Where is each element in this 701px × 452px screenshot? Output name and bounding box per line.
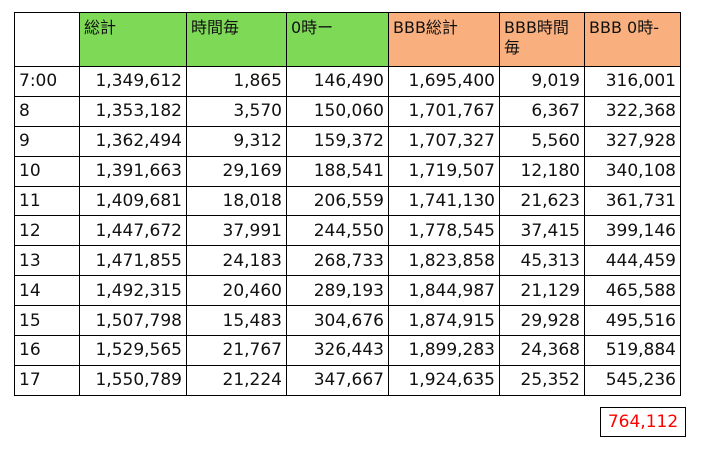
table-cell[interactable]: 159,372 <box>286 125 389 157</box>
table-cell[interactable]: 316,001 <box>584 66 681 97</box>
table-cell[interactable]: 9,312 <box>186 125 287 157</box>
header-cell-bbb-hourly[interactable]: BBB時間毎 <box>499 12 585 67</box>
table-cell[interactable]: 1,874,915 <box>388 305 500 337</box>
table-row: 11 1,409,681 18,018 206,559 1,741,130 21,623 3… <box>14 185 681 217</box>
table-cell[interactable]: 21,224 <box>186 364 287 396</box>
row-label-cell[interactable]: 8 <box>14 95 80 127</box>
table-cell[interactable]: 1,695,400 <box>388 66 500 97</box>
table-cell[interactable]: 1,844,987 <box>388 275 500 307</box>
header-cell-hourly[interactable]: 時間毎 <box>186 12 287 67</box>
table-row: 9 1,362,494 9,312 159,372 1,707,327 5,560 327,… <box>14 125 681 157</box>
table-cell[interactable]: 1,719,507 <box>388 155 500 187</box>
row-label-cell[interactable]: 15 <box>14 305 80 337</box>
table-row: 17 1,550,789 21,224 347,667 1,924,635 25,352 5… <box>14 364 681 396</box>
table-cell[interactable]: 1,823,858 <box>388 245 500 277</box>
table-cell[interactable]: 361,731 <box>584 185 681 217</box>
table-cell[interactable]: 9,019 <box>499 66 585 97</box>
row-label-cell[interactable]: 16 <box>14 335 80 366</box>
row-label-cell[interactable]: 9 <box>14 125 80 157</box>
table-cell[interactable]: 1,447,672 <box>79 215 187 247</box>
row-label-cell[interactable]: 10 <box>14 155 80 187</box>
table-row: 15 1,507,798 15,483 304,676 1,874,915 29,928 4… <box>14 305 681 337</box>
data-table: 総計 時間毎 0時ー BBB総計 BBB時間毎 BBB 0時- 7:00 1,34… <box>14 12 681 396</box>
table-row: 13 1,471,855 24,183 268,733 1,823,858 45,313 4… <box>14 245 681 277</box>
table-cell[interactable]: 1,529,565 <box>79 335 187 366</box>
table-cell[interactable]: 1,471,855 <box>79 245 187 277</box>
table-cell[interactable]: 12,180 <box>499 155 585 187</box>
row-label-cell[interactable]: 14 <box>14 275 80 307</box>
table-cell[interactable]: 1,492,315 <box>79 275 187 307</box>
table-cell[interactable]: 1,362,494 <box>79 125 187 157</box>
row-label-cell[interactable]: 13 <box>14 245 80 277</box>
header-cell-since-midnight[interactable]: 0時ー <box>286 12 389 67</box>
row-label-cell[interactable]: 12 <box>14 215 80 247</box>
table-cell[interactable]: 327,928 <box>584 125 681 157</box>
table-cell[interactable]: 326,443 <box>286 335 389 366</box>
table-cell[interactable]: 1,550,789 <box>79 364 187 396</box>
total-cell[interactable]: 764,112 <box>600 407 686 437</box>
table-cell[interactable]: 304,676 <box>286 305 389 337</box>
table-cell[interactable]: 1,391,663 <box>79 155 187 187</box>
header-cell-corner[interactable] <box>14 12 80 67</box>
table-cell[interactable]: 146,490 <box>286 66 389 97</box>
table-cell[interactable]: 5,560 <box>499 125 585 157</box>
table-cell[interactable]: 15,483 <box>186 305 287 337</box>
table-cell[interactable]: 545,236 <box>584 364 681 396</box>
table-cell[interactable]: 1,353,182 <box>79 95 187 127</box>
table-row: 14 1,492,315 20,460 289,193 1,844,987 21,129 4… <box>14 275 681 307</box>
table-cell[interactable]: 3,570 <box>186 95 287 127</box>
table-cell[interactable]: 1,409,681 <box>79 185 187 217</box>
table-cell[interactable]: 29,169 <box>186 155 287 187</box>
header-cell-total[interactable]: 総計 <box>79 12 187 67</box>
table-cell[interactable]: 188,541 <box>286 155 389 187</box>
table-cell[interactable]: 1,741,130 <box>388 185 500 217</box>
table-cell[interactable]: 399,146 <box>584 215 681 247</box>
table-cell[interactable]: 1,707,327 <box>388 125 500 157</box>
table-row: 10 1,391,663 29,169 188,541 1,719,507 12,180 3… <box>14 155 681 187</box>
row-label-cell[interactable]: 7:00 <box>14 66 80 97</box>
table-cell[interactable]: 21,129 <box>499 275 585 307</box>
table-cell[interactable]: 206,559 <box>286 185 389 217</box>
table-cell[interactable]: 519,884 <box>584 335 681 366</box>
row-label-cell[interactable]: 17 <box>14 364 80 396</box>
table-cell[interactable]: 1,701,767 <box>388 95 500 127</box>
table-row: 12 1,447,672 37,991 244,550 1,778,545 37,415 3… <box>14 215 681 247</box>
row-label-cell[interactable]: 11 <box>14 185 80 217</box>
table-cell[interactable]: 444,459 <box>584 245 681 277</box>
table-cell[interactable]: 37,991 <box>186 215 287 247</box>
table-cell[interactable]: 24,368 <box>499 335 585 366</box>
table-cell[interactable]: 268,733 <box>286 245 389 277</box>
table-cell[interactable]: 1,349,612 <box>79 66 187 97</box>
table-cell[interactable]: 20,460 <box>186 275 287 307</box>
table-cell[interactable]: 21,623 <box>499 185 585 217</box>
table-cell[interactable]: 495,516 <box>584 305 681 337</box>
table-cell[interactable]: 1,507,798 <box>79 305 187 337</box>
header-cell-bbb-since-midnight[interactable]: BBB 0時- <box>584 12 681 67</box>
table-cell[interactable]: 322,368 <box>584 95 681 127</box>
table-row: 7:00 1,349,612 1,865 146,490 1,695,400 9,019 3… <box>14 66 681 97</box>
table-cell[interactable]: 24,183 <box>186 245 287 277</box>
table-cell[interactable]: 244,550 <box>286 215 389 247</box>
table-cell[interactable]: 1,899,283 <box>388 335 500 366</box>
table-cell[interactable]: 465,588 <box>584 275 681 307</box>
table-cell[interactable]: 1,778,545 <box>388 215 500 247</box>
table-cell[interactable]: 29,928 <box>499 305 585 337</box>
table-row: 8 1,353,182 3,570 150,060 1,701,767 6,367 322,… <box>14 95 681 127</box>
table-cell[interactable]: 150,060 <box>286 95 389 127</box>
table-cell[interactable]: 45,313 <box>499 245 585 277</box>
table-cell[interactable]: 1,924,635 <box>388 364 500 396</box>
table-cell[interactable]: 18,018 <box>186 185 287 217</box>
table-cell[interactable]: 1,865 <box>186 66 287 97</box>
table-cell[interactable]: 289,193 <box>286 275 389 307</box>
table-cell[interactable]: 340,108 <box>584 155 681 187</box>
header-row: 総計 時間毎 0時ー BBB総計 BBB時間毎 BBB 0時- <box>14 12 681 67</box>
table-cell[interactable]: 37,415 <box>499 215 585 247</box>
header-cell-bbb-total[interactable]: BBB総計 <box>388 12 500 67</box>
table-cell[interactable]: 25,352 <box>499 364 585 396</box>
table-cell[interactable]: 21,767 <box>186 335 287 366</box>
table-row: 16 1,529,565 21,767 326,443 1,899,283 24,368 5… <box>14 335 681 366</box>
table-cell[interactable]: 6,367 <box>499 95 585 127</box>
table-cell[interactable]: 347,667 <box>286 364 389 396</box>
